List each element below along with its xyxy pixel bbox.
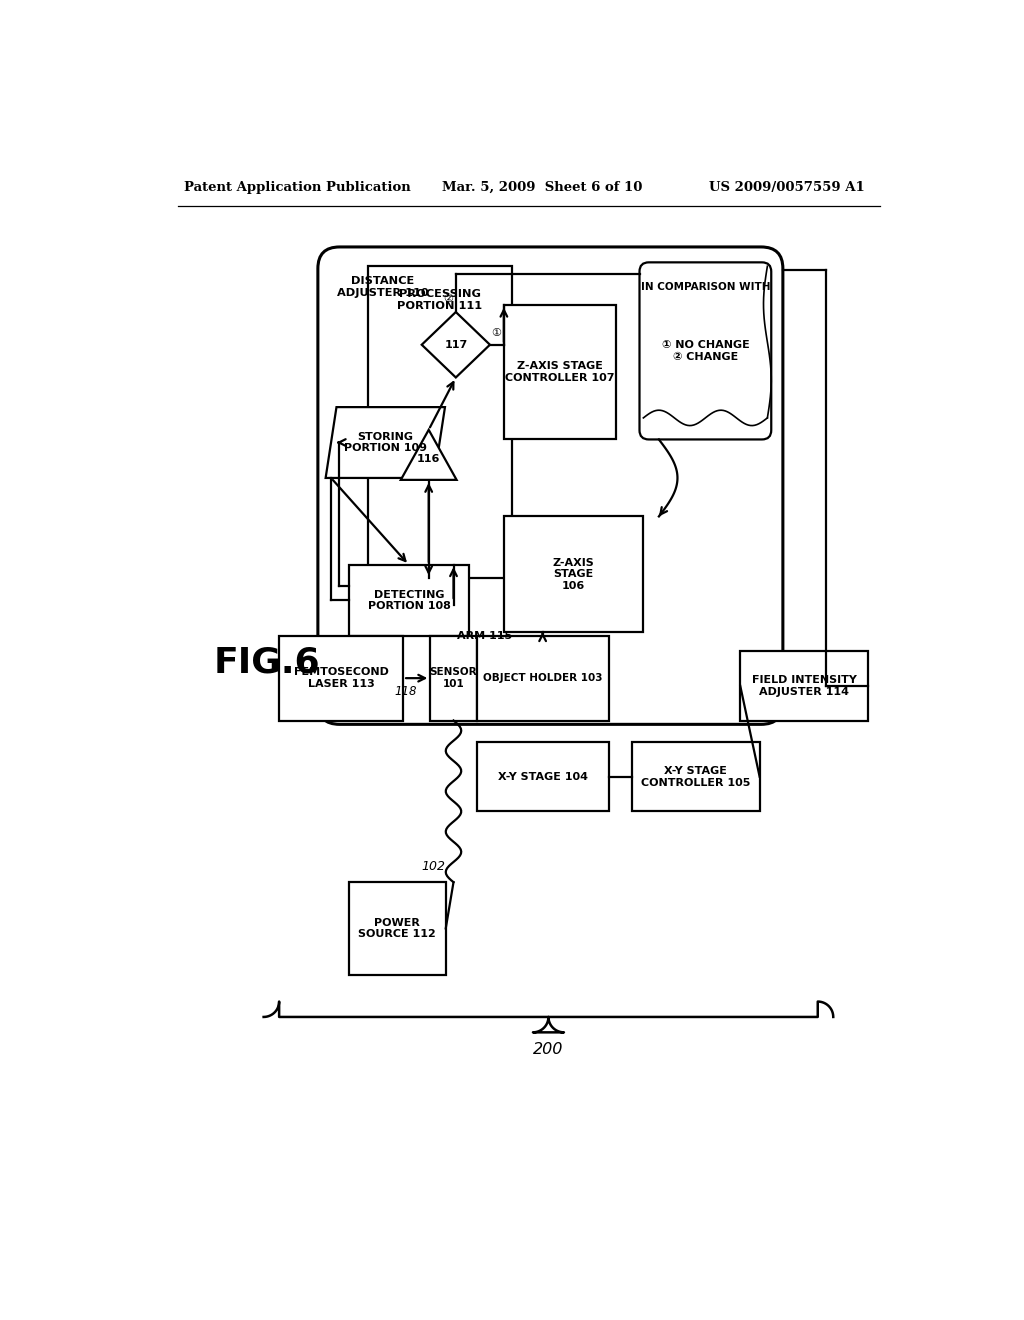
Text: US 2009/0057559 A1: US 2009/0057559 A1	[710, 181, 865, 194]
Text: PROCESSING
PORTION 111: PROCESSING PORTION 111	[397, 289, 482, 312]
Polygon shape	[422, 312, 489, 378]
Text: 200: 200	[534, 1041, 563, 1057]
Bar	[477, 742, 608, 812]
FancyBboxPatch shape	[640, 263, 771, 440]
Text: FEMTOSECOND
LASER 113: FEMTOSECOND LASER 113	[294, 668, 388, 689]
Text: Z-AXIS STAGE
CONTROLLER 107: Z-AXIS STAGE CONTROLLER 107	[505, 362, 614, 383]
Text: ① NO CHANGE
② CHANGE: ① NO CHANGE ② CHANGE	[662, 341, 750, 362]
Bar	[740, 651, 868, 721]
Text: 116: 116	[417, 454, 440, 463]
Text: 118: 118	[394, 685, 417, 698]
Bar	[349, 882, 445, 974]
Text: X-Y STAGE
CONTROLLER 105: X-Y STAGE CONTROLLER 105	[641, 766, 751, 788]
Text: STORING
PORTION 109: STORING PORTION 109	[344, 432, 427, 453]
Text: ①: ①	[492, 329, 501, 338]
Text: SENSOR
101: SENSOR 101	[430, 668, 477, 689]
Text: Mar. 5, 2009  Sheet 6 of 10: Mar. 5, 2009 Sheet 6 of 10	[442, 181, 642, 194]
Bar	[369, 267, 512, 578]
Text: X-Y STAGE 104: X-Y STAGE 104	[498, 772, 588, 781]
FancyBboxPatch shape	[317, 247, 783, 725]
Polygon shape	[326, 407, 445, 478]
Bar	[477, 636, 608, 721]
Bar	[430, 636, 477, 721]
Text: IN COMPARISON WITH: IN COMPARISON WITH	[641, 282, 770, 292]
Bar	[349, 565, 469, 636]
Text: POWER
SOURCE 112: POWER SOURCE 112	[358, 917, 436, 940]
Text: 117: 117	[444, 339, 467, 350]
Text: 102: 102	[422, 861, 445, 874]
Bar	[280, 636, 403, 721]
Text: ARM 115: ARM 115	[458, 631, 512, 640]
Bar	[632, 742, 760, 812]
Bar	[504, 516, 643, 632]
Text: DETECTING
PORTION 108: DETECTING PORTION 108	[368, 590, 451, 611]
Bar	[504, 305, 616, 440]
Text: FIELD INTENSITY
ADJUSTER 114: FIELD INTENSITY ADJUSTER 114	[752, 675, 857, 697]
Text: OBJECT HOLDER 103: OBJECT HOLDER 103	[483, 673, 602, 684]
Text: DISTANCE
ADJUSTER 110: DISTANCE ADJUSTER 110	[337, 276, 429, 298]
Text: Patent Application Publication: Patent Application Publication	[183, 181, 411, 194]
Polygon shape	[400, 430, 457, 480]
Text: ②: ②	[443, 293, 453, 304]
Text: FIG.6: FIG.6	[213, 645, 319, 680]
Text: Z-AXIS
STAGE
106: Z-AXIS STAGE 106	[553, 557, 595, 591]
